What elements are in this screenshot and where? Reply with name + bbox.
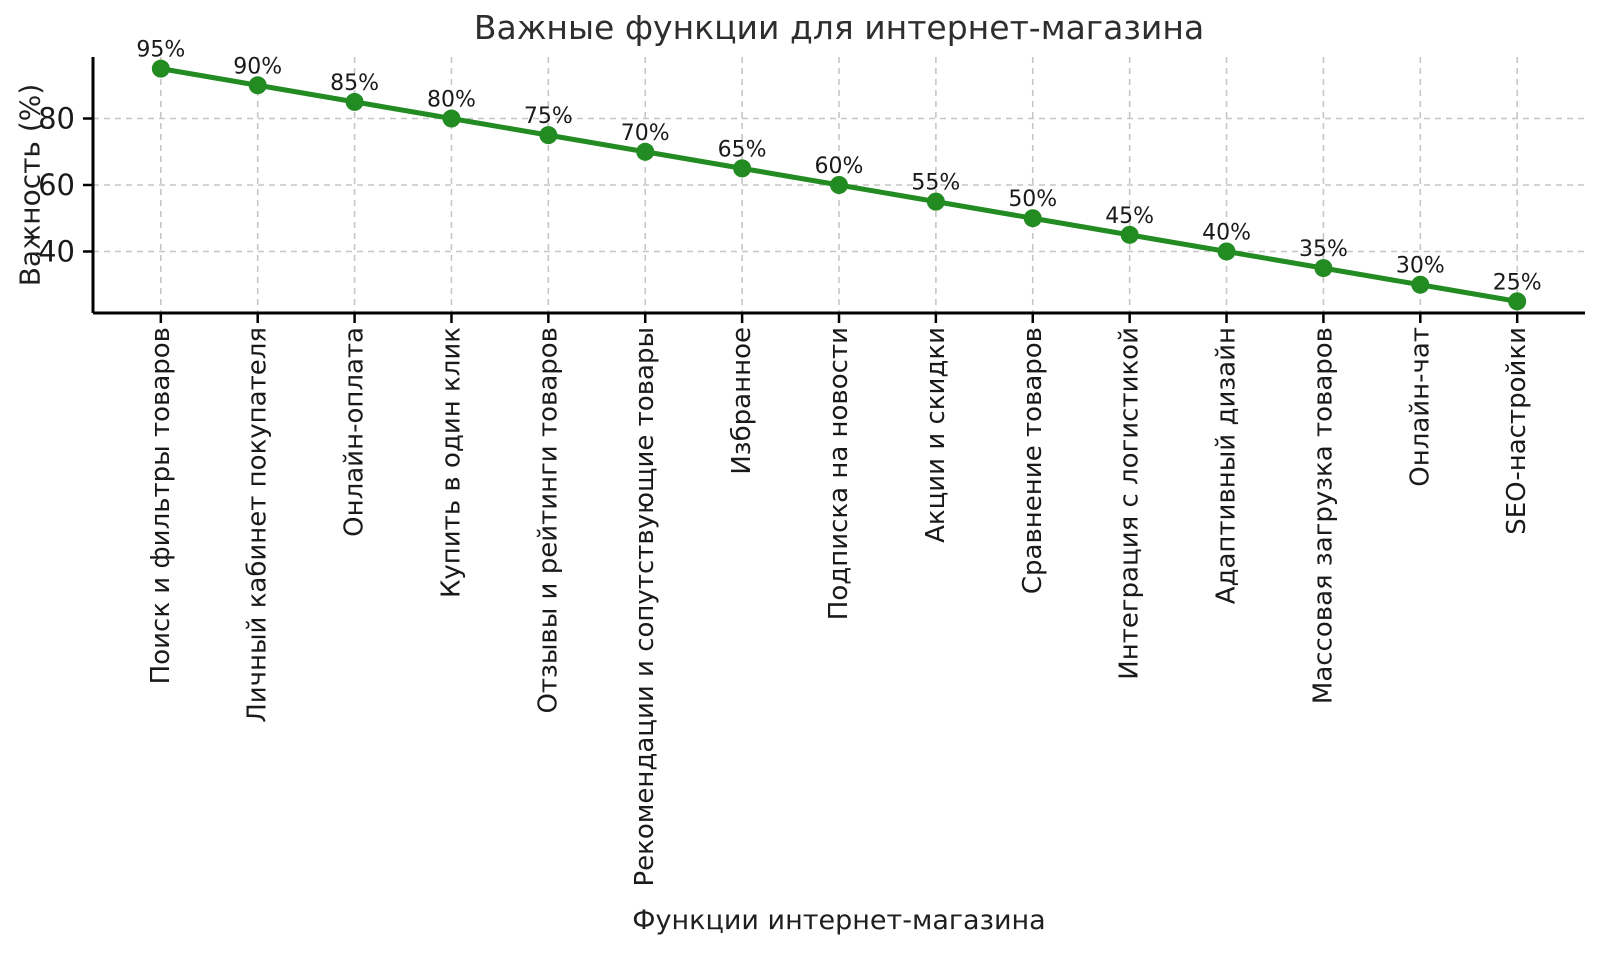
data-point-label: 75% xyxy=(524,104,573,129)
data-point xyxy=(1508,292,1527,311)
data-point-label: 80% xyxy=(427,88,476,113)
x-tick-label: Личный кабинет покупателя xyxy=(243,327,273,723)
data-point-label: 65% xyxy=(718,137,767,162)
data-point-label: 30% xyxy=(1396,254,1445,279)
x-tick-labels: Поиск и фильтры товаров Личный кабинет по… xyxy=(146,327,1532,886)
x-tick-label: Купить в один клик xyxy=(436,327,466,598)
x-tick-label: Массовая загрузка товаров xyxy=(1308,327,1338,704)
x-tick-label: Рекомендации и сопутствующие товары xyxy=(630,327,660,886)
data-point xyxy=(345,92,364,111)
data-point xyxy=(830,176,848,194)
data-points xyxy=(151,59,1527,311)
data-point-label: 55% xyxy=(911,171,960,196)
x-tick-label: Онлайн-чат xyxy=(1405,327,1435,487)
data-point xyxy=(636,142,655,161)
x-tick-label: SEO-настройки xyxy=(1502,327,1532,535)
y-tick-label: 60 xyxy=(38,168,75,202)
data-point xyxy=(1314,259,1333,278)
x-axis-label: Функции интернет-магазина xyxy=(632,905,1046,936)
x-tick-label: Избранное xyxy=(727,327,757,475)
data-point-label: 70% xyxy=(621,121,670,146)
data-point-labels: 95% 90% 85% 80% 75% 70% 65% 60% 55% 50% 45% 40% 35% 3… xyxy=(136,38,1541,296)
x-tick-label: Интеграция с логистикой xyxy=(1115,327,1145,680)
tick-marks xyxy=(83,117,1519,323)
data-point xyxy=(442,109,461,128)
data-point xyxy=(1023,209,1042,228)
data-point-label: 60% xyxy=(815,154,864,179)
y-tick-label: 40 xyxy=(38,234,75,268)
data-point-label: 45% xyxy=(1105,204,1154,229)
x-tick-label: Сравнение товаров xyxy=(1018,327,1048,594)
data-point xyxy=(1411,275,1430,294)
y-tick-label: 80 xyxy=(38,102,75,136)
chart-title: Важные функции для интернет-магазина xyxy=(473,8,1205,47)
data-point-label: 35% xyxy=(1299,237,1348,262)
data-point-label: 95% xyxy=(136,38,185,63)
data-point-label: 50% xyxy=(1008,187,1057,212)
data-point xyxy=(1217,242,1236,261)
x-tick-label: Акции и скидки xyxy=(921,327,951,543)
data-point-label: 25% xyxy=(1493,270,1542,295)
y-tick-labels: 40 60 80 xyxy=(38,102,75,269)
x-tick-label: Отзывы и рейтинги товаров xyxy=(533,327,563,714)
data-point-label: 90% xyxy=(233,54,282,79)
x-tick-label: Поиск и фильтры товаров xyxy=(146,327,176,684)
data-point xyxy=(1120,225,1139,244)
data-point-label: 40% xyxy=(1202,220,1251,245)
data-point xyxy=(733,159,752,178)
data-point xyxy=(248,76,267,95)
x-tick-label: Адаптивный дизайн xyxy=(1212,327,1242,604)
data-point xyxy=(539,126,558,145)
data-point xyxy=(926,192,945,211)
gridlines xyxy=(93,57,1585,313)
data-point-label: 85% xyxy=(330,71,379,96)
x-tick-label: Онлайн-оплата xyxy=(340,327,370,537)
data-point xyxy=(151,59,170,78)
x-tick-label: Подписка на новости xyxy=(824,327,854,620)
